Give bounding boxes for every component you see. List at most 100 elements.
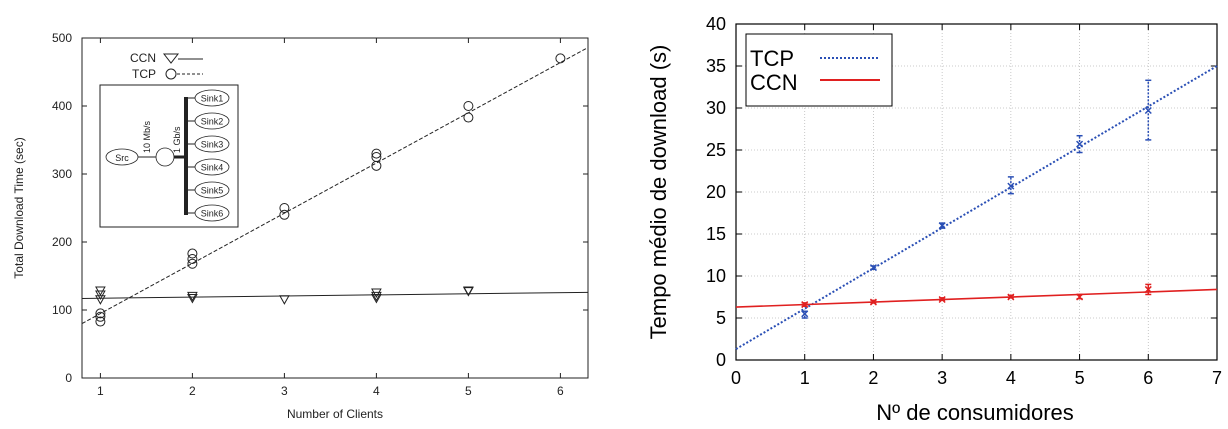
sink-label: Sink5 bbox=[201, 186, 224, 196]
right-y-tick-label: 10 bbox=[706, 266, 726, 286]
tcp-point bbox=[555, 53, 566, 64]
left-legend: CCN TCP bbox=[130, 51, 203, 81]
right-fit-lines bbox=[735, 65, 1218, 350]
right-x-tick-label: 2 bbox=[868, 368, 878, 388]
right-y-tick-label: 15 bbox=[706, 224, 726, 244]
left-y-tick-label: 100 bbox=[52, 303, 72, 317]
sink-node bbox=[194, 112, 230, 130]
right-x-tick-label: 0 bbox=[731, 368, 741, 388]
right-x-tick-label: 5 bbox=[1075, 368, 1085, 388]
tcp-point bbox=[95, 311, 106, 322]
right-y-tick-label: 5 bbox=[716, 308, 726, 328]
legend-ccn-label: CCN bbox=[130, 51, 156, 65]
left-points bbox=[95, 53, 566, 327]
sink-label: Sink1 bbox=[201, 94, 224, 104]
ccn-point bbox=[1144, 285, 1152, 293]
right-y-tick-label: 30 bbox=[706, 98, 726, 118]
left-y-tick-label: 200 bbox=[52, 235, 72, 249]
left-fit-lines bbox=[81, 47, 589, 325]
right-x-tick-label: 3 bbox=[937, 368, 947, 388]
tcp-point bbox=[1076, 140, 1084, 148]
tcp-point bbox=[187, 248, 198, 259]
left-y-tick-label: 0 bbox=[65, 371, 72, 385]
left-x-tick-label: 3 bbox=[281, 384, 288, 398]
right-x-tick-label: 6 bbox=[1143, 368, 1153, 388]
ccn-point bbox=[463, 287, 474, 297]
left-plot-frame bbox=[81, 37, 589, 379]
right-x-tick-label: 1 bbox=[800, 368, 810, 388]
ccn-point bbox=[95, 290, 106, 301]
left-x-tick-label: 5 bbox=[465, 384, 472, 398]
ccn-point bbox=[371, 288, 382, 299]
tcp-point bbox=[371, 148, 382, 159]
right-x-tick-label: 4 bbox=[1006, 368, 1016, 388]
sink-node bbox=[194, 158, 230, 176]
right-chart: 0 1 2 3 4 5 6 7 0 5 10 15 20 25 30 35 40 Nº de consumido… bbox=[646, 14, 1222, 425]
left-y-tick-label: 300 bbox=[52, 167, 72, 181]
tcp-point bbox=[938, 222, 946, 230]
right-legend-box bbox=[745, 33, 893, 107]
ccn-point bbox=[1007, 293, 1015, 301]
legend-tcp-label: TCP bbox=[132, 67, 156, 81]
left-x-tick-label: 1 bbox=[97, 384, 104, 398]
sink-node bbox=[194, 89, 230, 107]
right-y-axis-label: Tempo médio de download (s) bbox=[646, 45, 671, 340]
tcp-point bbox=[463, 112, 474, 123]
right-legend: TCP CCN bbox=[745, 33, 893, 107]
tcp-point bbox=[1144, 106, 1152, 115]
left-y-tick-label: 400 bbox=[52, 99, 72, 113]
sink-label: Sink2 bbox=[201, 117, 224, 127]
link-label-src: 10 Mb/s bbox=[142, 120, 152, 153]
sink-node bbox=[194, 135, 230, 153]
tcp-point bbox=[463, 101, 474, 111]
sink-node bbox=[194, 181, 230, 199]
right-x-tick-label: 7 bbox=[1212, 368, 1222, 388]
tcp-point bbox=[187, 254, 198, 264]
ccn-point bbox=[95, 295, 106, 305]
sink-node bbox=[194, 204, 230, 222]
tcp-point bbox=[801, 310, 809, 318]
ccn-point bbox=[187, 293, 198, 304]
tcp-fit-line-right bbox=[735, 65, 1218, 350]
left-x-tick-label: 4 bbox=[373, 384, 380, 398]
tcp-point bbox=[279, 203, 290, 213]
tcp-point bbox=[279, 209, 290, 220]
tcp-point bbox=[95, 308, 106, 319]
sink-label: Sink3 bbox=[201, 140, 224, 150]
left-y-axis-label: Total Download Time (sec) bbox=[12, 137, 26, 278]
ccn-fit-line-right bbox=[735, 288, 1218, 308]
sink-label: Sink6 bbox=[201, 209, 224, 219]
tcp-fit-line bbox=[81, 47, 589, 325]
legend-tcp-circle-icon bbox=[165, 68, 177, 80]
right-x-axis-label: Nº de consumidores bbox=[876, 400, 1074, 425]
tcp-point bbox=[371, 160, 382, 171]
legend-ccn-triangle-icon bbox=[162, 53, 180, 64]
src-label: Src bbox=[115, 153, 129, 163]
ccn-point bbox=[371, 293, 382, 304]
ccn-point bbox=[938, 295, 946, 304]
left-x-tick-label: 2 bbox=[189, 384, 196, 398]
left-x-tick-label: 6 bbox=[557, 384, 564, 398]
right-error-bars bbox=[801, 79, 1152, 319]
tcp-point bbox=[95, 316, 106, 327]
ccn-point bbox=[1076, 293, 1084, 301]
tcp-point bbox=[187, 258, 198, 269]
ccn-fit-line bbox=[81, 291, 589, 299]
right-y-tick-label: 40 bbox=[706, 14, 726, 34]
right-y-tick-label: 0 bbox=[716, 350, 726, 370]
left-y-tick-label: 500 bbox=[52, 31, 72, 45]
left-ticks: 1 2 3 4 5 6 0 100 200 300 400 500 bbox=[52, 31, 588, 398]
sink-nodes: Sink1 Sink2 Sink3 Sink4 Sink5 Sink6 bbox=[186, 89, 230, 222]
tcp-point bbox=[869, 264, 877, 272]
legend-ccn-label-right: CCN bbox=[750, 70, 798, 95]
left-x-axis-label: Number of Clients bbox=[287, 407, 383, 421]
right-y-tick-label: 25 bbox=[706, 140, 726, 160]
ccn-point bbox=[371, 291, 382, 302]
tcp-point bbox=[1007, 182, 1015, 190]
sink-label: Sink4 bbox=[201, 163, 224, 173]
ccn-point bbox=[279, 295, 290, 305]
left-chart: 1 2 3 4 5 6 0 100 200 300 400 500 Number of Clients… bbox=[12, 31, 589, 421]
legend-tcp-label-right: TCP bbox=[750, 46, 794, 71]
link-label-sinks: 1 Gb/s bbox=[172, 126, 182, 153]
